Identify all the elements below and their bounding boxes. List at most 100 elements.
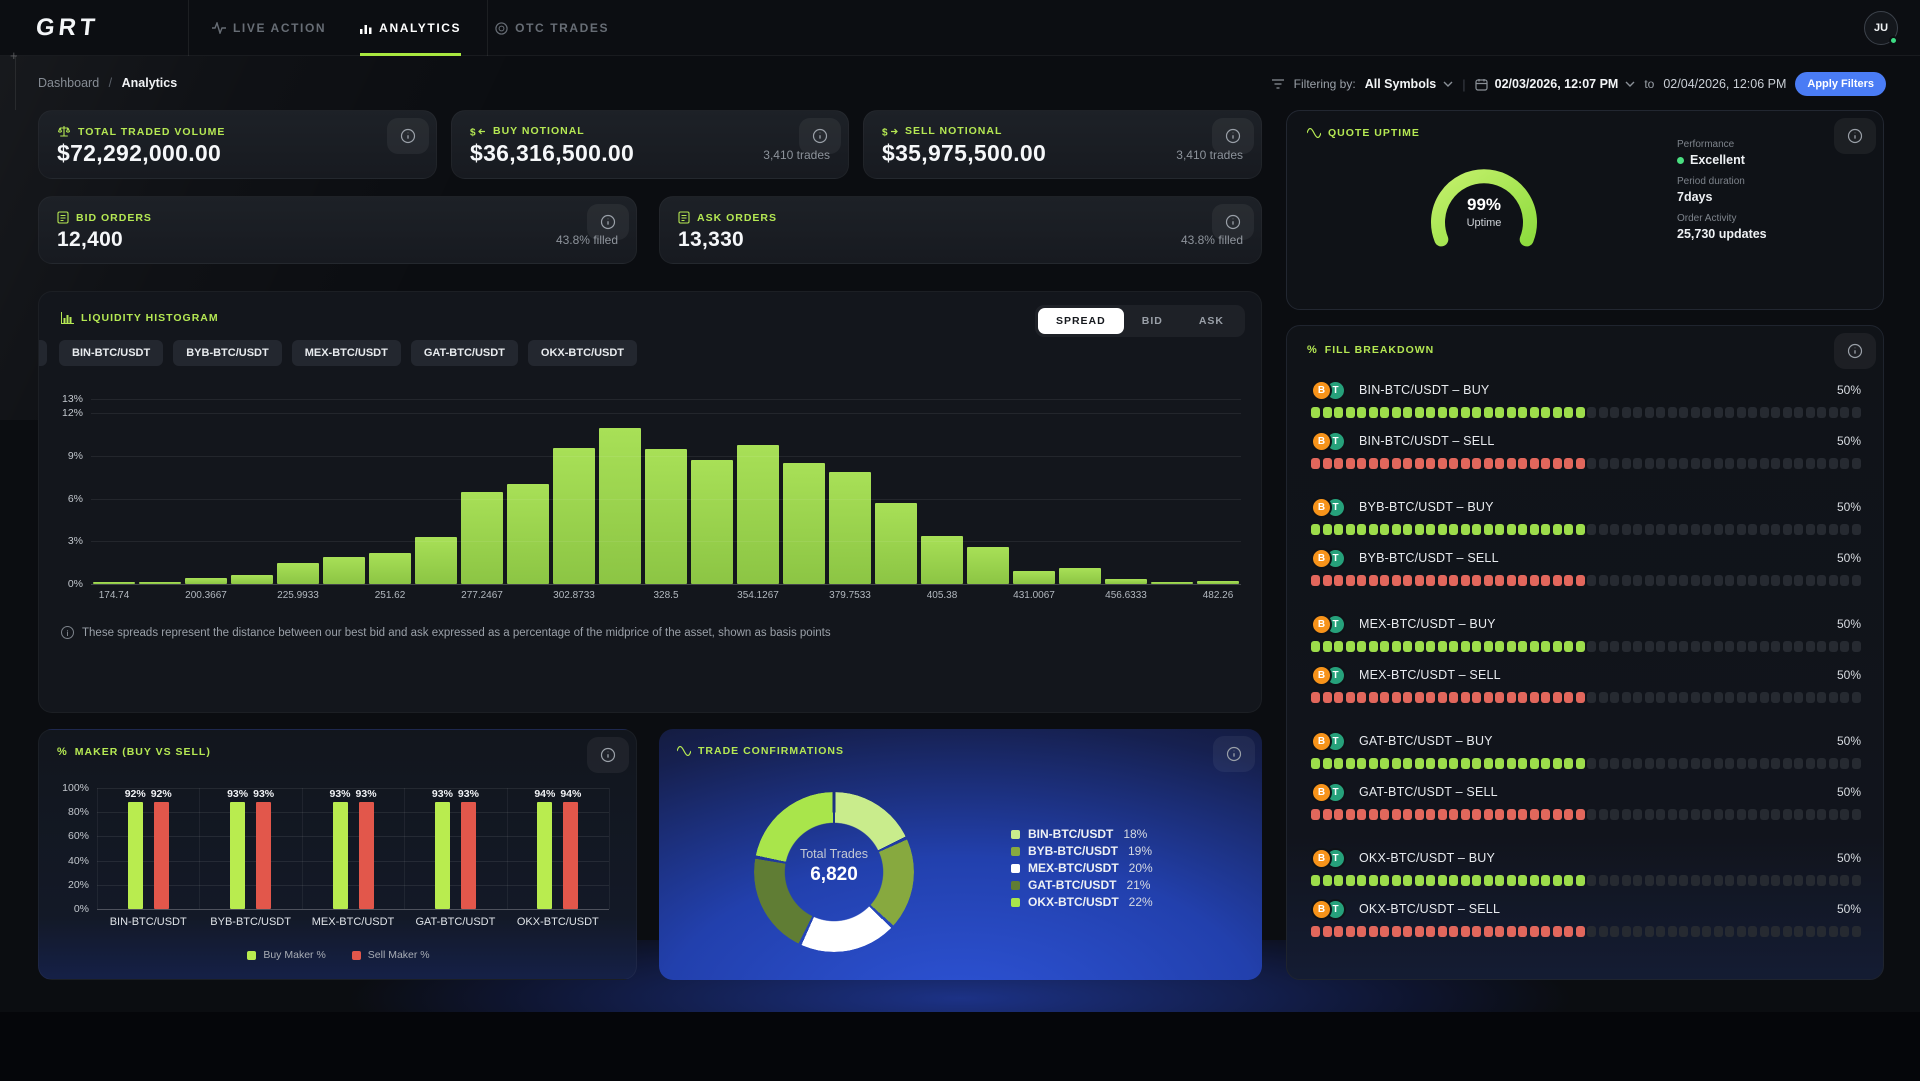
- fill-block: [1403, 524, 1412, 535]
- info-button[interactable]: [1212, 204, 1254, 240]
- date-to-value[interactable]: 02/04/2026, 12:06 PM: [1663, 77, 1787, 91]
- fill-block: [1391, 692, 1401, 703]
- symbol-chip[interactable]: BYB-BTC/USDT: [173, 340, 282, 366]
- legend-label: BIN-BTC/USDT: [1028, 827, 1114, 841]
- info-button[interactable]: [1213, 736, 1255, 772]
- fill-block: [1759, 809, 1769, 820]
- fill-block: [1851, 875, 1861, 886]
- fill-block: [1391, 758, 1401, 769]
- histogram-tab-ask[interactable]: ASK: [1198, 315, 1224, 327]
- info-button[interactable]: [1834, 118, 1876, 154]
- tab-analytics[interactable]: ANALYTICS: [360, 0, 462, 56]
- percent-icon: %: [1307, 344, 1318, 356]
- symbol-chip-clipped[interactable]: [39, 340, 47, 366]
- info-button[interactable]: [587, 204, 629, 240]
- info-button[interactable]: [387, 118, 429, 154]
- info-button[interactable]: [587, 737, 629, 773]
- fill-block: [1575, 458, 1585, 469]
- fill-block: [1357, 758, 1366, 769]
- fill-block: [1495, 758, 1504, 769]
- tab-otc-trades[interactable]: OTC TRADES: [495, 0, 609, 56]
- y-axis-tick-label: 13%: [61, 393, 83, 406]
- user-avatar[interactable]: JU: [1864, 11, 1898, 45]
- fill-block: [1449, 692, 1458, 703]
- fill-block: [1322, 692, 1332, 703]
- maker-bar-column: 93%: [330, 788, 351, 909]
- fill-block: [1541, 524, 1550, 535]
- detail-value: 7days: [1677, 190, 1767, 204]
- symbol-chip[interactable]: MEX-BTC/USDT: [291, 340, 401, 366]
- quote-uptime-panel: QUOTE UPTIME 99% Uptime Performance Excel…: [1286, 110, 1884, 310]
- x-axis-tick-label: [1057, 590, 1103, 601]
- apply-filters-button[interactable]: Apply Filters: [1795, 72, 1886, 96]
- fill-block: [1403, 575, 1412, 586]
- fill-block: [1391, 407, 1401, 418]
- fill-block: [1817, 692, 1826, 703]
- fill-block: [1541, 407, 1550, 418]
- symbol-chip[interactable]: BIN-BTC/USDT: [59, 340, 164, 366]
- date-from-dropdown[interactable]: 02/03/2026, 12:07 PM: [1475, 77, 1636, 91]
- histogram-tab-bid[interactable]: BID: [1141, 315, 1163, 327]
- card-subtext: 3,410 trades: [1176, 148, 1243, 162]
- fill-block: [1702, 407, 1711, 418]
- fill-block: [1311, 926, 1320, 937]
- symbol-filter-dropdown[interactable]: All Symbols: [1365, 77, 1454, 91]
- fill-block: [1644, 524, 1654, 535]
- fill-row-label: GAT-BTC/USDT – BUY: [1359, 734, 1493, 748]
- fill-block: [1437, 875, 1447, 886]
- fill-block: [1805, 692, 1815, 703]
- fill-row-label: MEX-BTC/USDT – BUY: [1359, 617, 1496, 631]
- detail-value-text: 25,730 updates: [1677, 227, 1767, 241]
- info-button[interactable]: [799, 118, 841, 154]
- panel-title: TRADE CONFIRMATIONS: [698, 745, 844, 757]
- fill-block: [1644, 758, 1654, 769]
- fill-block: [1391, 458, 1401, 469]
- fill-block: [1564, 407, 1573, 418]
- fill-block: [1506, 875, 1516, 886]
- tab-live-action[interactable]: LIVE ACTION: [212, 0, 326, 56]
- x-axis-tick-label: [505, 590, 551, 601]
- date-range-to-label: to: [1644, 77, 1655, 91]
- legend-item: BYB-BTC/USDT 19%: [1011, 844, 1153, 858]
- histogram-bar: [783, 463, 825, 584]
- symbol-chip[interactable]: GAT-BTC/USDT: [410, 340, 518, 366]
- x-axis-tick-label: 379.7533: [829, 590, 871, 601]
- fill-block: [1782, 407, 1792, 418]
- fill-block: [1472, 458, 1481, 469]
- legend-swatch: [247, 950, 257, 960]
- gridline: [91, 498, 1241, 500]
- fill-block: [1518, 926, 1527, 937]
- info-button[interactable]: [1834, 333, 1876, 369]
- fill-block: [1552, 875, 1562, 886]
- breadcrumb-dashboard[interactable]: Dashboard: [38, 76, 100, 90]
- x-axis-tick-label: [597, 590, 643, 601]
- histogram-tab-spread[interactable]: SPREAD: [1037, 308, 1124, 334]
- fill-block: [1587, 926, 1596, 937]
- fill-block: [1460, 926, 1470, 937]
- symbol-chip[interactable]: OKX-BTC/USDT: [527, 340, 638, 366]
- fill-block: [1345, 524, 1355, 535]
- legend-swatch: [1011, 897, 1020, 907]
- info-button[interactable]: [1212, 118, 1254, 154]
- histogram-bar: [1105, 579, 1147, 584]
- fill-block: [1690, 809, 1700, 820]
- gridline: [91, 584, 1241, 585]
- fill-block: [1736, 875, 1746, 886]
- fill-block: [1506, 758, 1516, 769]
- histogram-bar: [599, 427, 641, 584]
- fill-block: [1368, 809, 1378, 820]
- fill-block: [1805, 458, 1815, 469]
- fill-block: [1610, 758, 1619, 769]
- fill-block: [1357, 575, 1366, 586]
- fill-block: [1495, 692, 1504, 703]
- fill-block: [1380, 407, 1389, 418]
- fill-block: [1759, 875, 1769, 886]
- fill-rate-text: 43.8% filled: [555, 233, 618, 247]
- fill-block: [1679, 458, 1688, 469]
- fill-block: [1851, 407, 1861, 418]
- fill-row-header: B T OKX-BTC/USDT – SELL 50%: [1311, 897, 1861, 921]
- legend-swatch: [1011, 880, 1020, 890]
- gridline: [97, 836, 609, 838]
- pulse-icon: [212, 22, 226, 34]
- x-axis-tick-label: 225.9933: [277, 590, 319, 601]
